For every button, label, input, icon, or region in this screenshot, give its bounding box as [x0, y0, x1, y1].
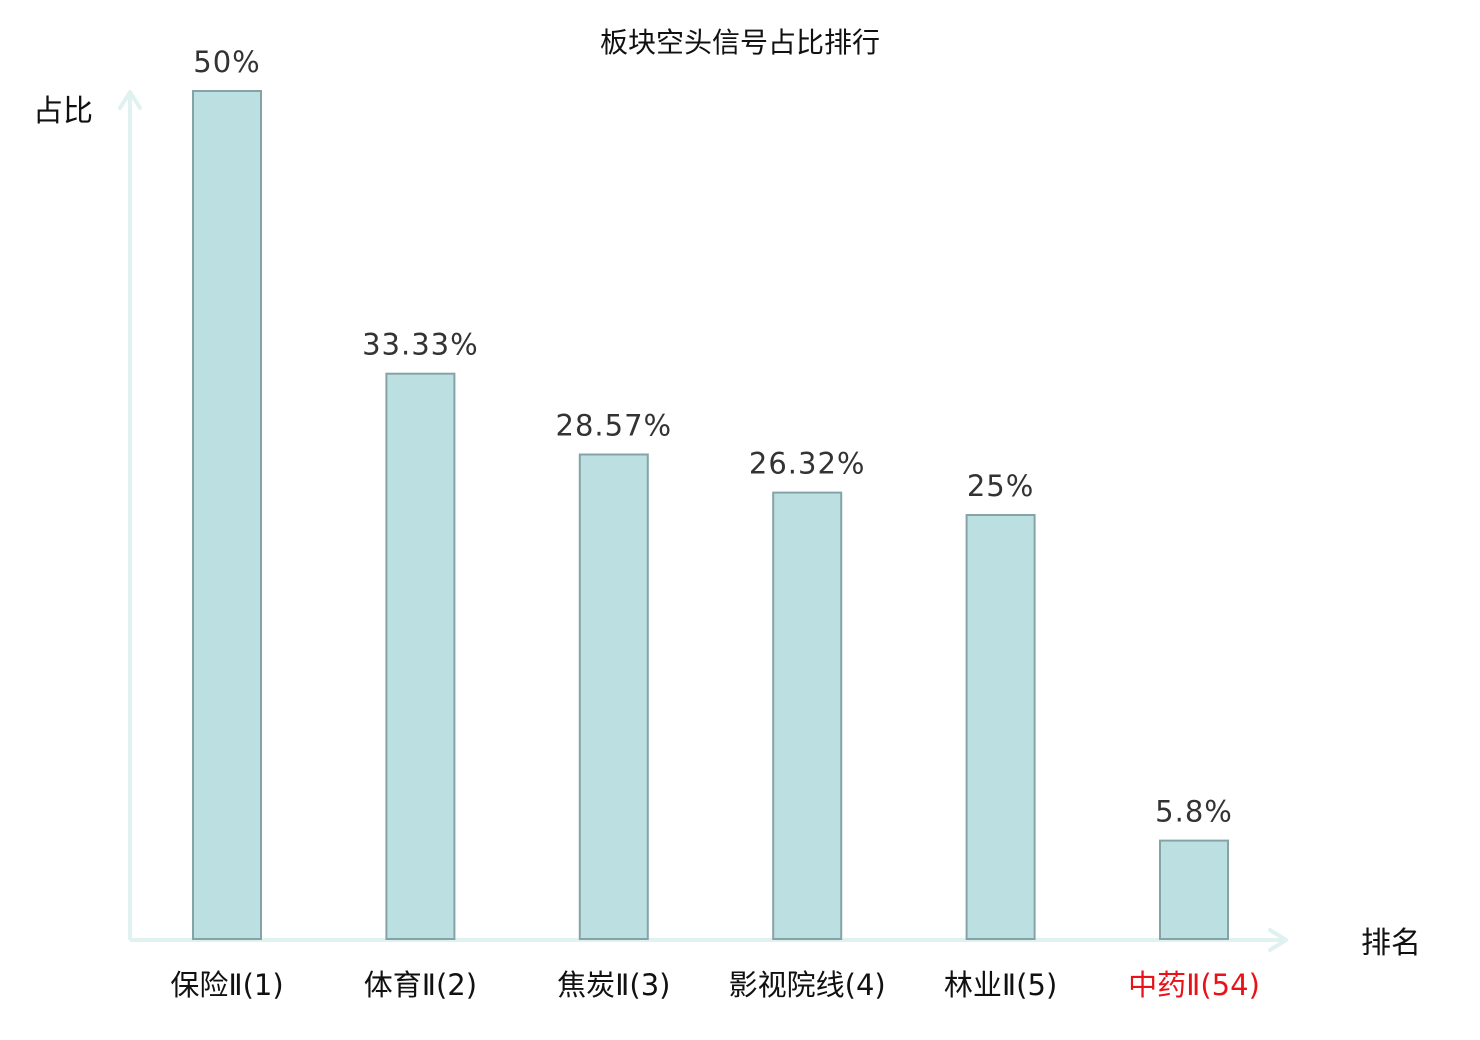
category-label-2: 体育Ⅱ(2) — [364, 968, 477, 1002]
bar-4 — [772, 491, 843, 940]
bar-value-label-3: 28.57% — [556, 409, 673, 443]
bar-value-label-2: 33.33% — [362, 328, 479, 362]
y-axis-arrowhead — [118, 90, 142, 110]
category-label-6: 中药Ⅱ(54) — [1128, 968, 1260, 1002]
bar-5 — [965, 514, 1036, 940]
bar-value-label-5: 25% — [967, 469, 1034, 503]
bar-value-label-4: 26.32% — [749, 447, 866, 481]
x-axis-label: 排名 — [1361, 926, 1421, 961]
bar-3 — [578, 453, 649, 940]
x-axis-arrowhead — [1268, 928, 1288, 952]
category-label-4: 影视院线(4) — [729, 968, 886, 1002]
y-axis-label: 占比 — [33, 94, 93, 129]
y-axis — [118, 90, 142, 940]
bar-value-label-1: 50% — [193, 45, 260, 79]
value-labels-group: 50% 33.33% 28.57% 26.32% 25% 5.8% — [193, 45, 1233, 829]
bars-group — [192, 90, 1229, 940]
category-label-3: 焦炭Ⅱ(3) — [557, 968, 670, 1002]
category-labels-group: 保险Ⅱ(1) 体育Ⅱ(2) 焦炭Ⅱ(3) 影视院线(4) 林业Ⅱ(5) 中药Ⅱ(54) — [170, 968, 1260, 1002]
x-axis — [130, 928, 1288, 952]
bar-1 — [192, 90, 262, 940]
bar-6 — [1159, 839, 1229, 940]
bar-2 — [385, 372, 456, 940]
bar-value-label-6: 5.8% — [1155, 795, 1233, 829]
chart-title: 板块空头信号占比排行 — [600, 26, 880, 59]
category-label-5: 林业Ⅱ(5) — [944, 968, 1057, 1002]
category-label-1: 保险Ⅱ(1) — [170, 968, 283, 1002]
